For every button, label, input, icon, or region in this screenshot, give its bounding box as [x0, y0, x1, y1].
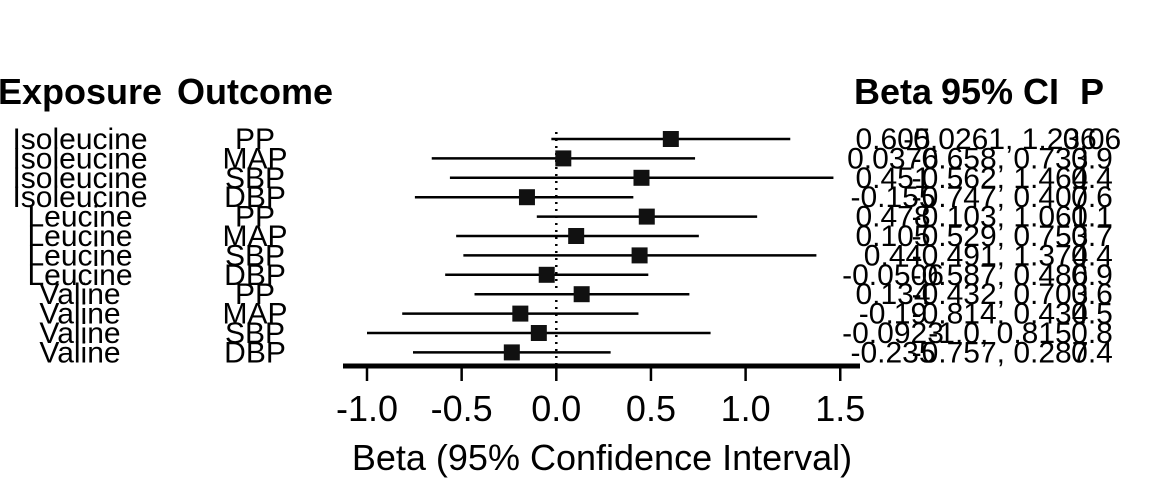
point-estimate — [633, 169, 650, 186]
exposure-label: Leucine — [27, 259, 132, 292]
ci-value: -1.0, 0.815 — [928, 317, 1071, 350]
ci-value: -0.814, 0.434 — [912, 298, 1089, 331]
outcome-label: SBP — [225, 317, 285, 350]
outcome-label: MAP — [222, 220, 287, 253]
point-estimate — [662, 131, 679, 147]
outcome-label: MAP — [222, 298, 287, 331]
header-beta: Beta — [854, 71, 933, 112]
p-value: 0.06 — [1063, 123, 1121, 156]
beta-value: -0.19 — [859, 298, 927, 331]
x-tick-label: 0.0 — [531, 388, 581, 429]
beta-value: 0.0376 — [847, 142, 939, 175]
outcome-label: MAP — [222, 142, 287, 175]
beta-value: 0.134 — [855, 278, 930, 311]
exposure-label: Leucine — [27, 201, 132, 234]
ci-value: -0.0261, 1.236 — [903, 123, 1097, 156]
x-tick-label: 1.0 — [721, 388, 771, 429]
beta-value: 0.478 — [855, 201, 930, 234]
header-exposure: Exposure — [0, 71, 162, 112]
x-axis: -1.0 -0.5 0.0 0.5 1.0 1.5 — [336, 363, 865, 429]
p-value: 0.6 — [1071, 278, 1113, 311]
beta-value: -0.235 — [850, 336, 935, 369]
point-estimate — [555, 150, 572, 167]
p-value: 0.1 — [1071, 201, 1113, 234]
outcome-label: PP — [235, 123, 275, 156]
beta-value: -0.155 — [850, 181, 935, 214]
exposure-label: Valine — [39, 336, 120, 369]
header-p: P — [1080, 71, 1104, 112]
exposure-label: Isoleucine — [12, 162, 147, 195]
ci-value: -0.432, 0.703 — [912, 278, 1089, 311]
exposure-label: Isoleucine — [12, 181, 147, 214]
outcome-label: DBP — [224, 259, 286, 292]
p-value: 0.6 — [1071, 181, 1113, 214]
outcome-label: SBP — [225, 239, 285, 272]
chart-marks — [367, 131, 834, 366]
exposure-label: Leucine — [27, 239, 132, 272]
outcome-label: PP — [235, 278, 275, 311]
ci-value: -0.103, 1.061 — [912, 201, 1089, 234]
ci-value: -0.587, 0.486 — [912, 259, 1089, 292]
ci-value: -0.747, 0.407 — [912, 181, 1089, 214]
p-value: 0.7 — [1071, 220, 1113, 253]
p-value: 0.5 — [1071, 298, 1113, 331]
point-estimate — [518, 189, 535, 206]
beta-value: 0.451 — [855, 162, 930, 195]
exposure-label: Valine — [39, 298, 120, 331]
x-axis-label: Beta (95% Confidence Interval) — [352, 437, 852, 478]
outcome-label: SBP — [225, 162, 285, 195]
exposure-label: Isoleucine — [12, 142, 147, 175]
beta-value: -0.0506 — [842, 259, 944, 292]
ci-value: -0.562, 1.464 — [912, 162, 1089, 195]
beta-value: 0.605 — [855, 123, 930, 156]
beta-value: 0.105 — [855, 220, 930, 253]
exposure-label: Valine — [39, 317, 120, 350]
point-estimate — [631, 247, 648, 264]
p-value: 0.4 — [1071, 162, 1113, 195]
point-estimate — [568, 228, 585, 244]
header-outcome: Outcome — [177, 71, 333, 112]
point-estimate — [512, 305, 529, 322]
outcome-label: DBP — [224, 336, 286, 369]
point-estimate — [530, 325, 547, 341]
p-value: 0.9 — [1071, 259, 1113, 292]
x-tick-label: -1.0 — [336, 388, 398, 429]
p-value: 0.8 — [1071, 317, 1113, 350]
ci-value: -0.491, 1.374 — [912, 239, 1089, 272]
point-estimate — [538, 266, 555, 283]
ci-value: -0.658, 0.733 — [912, 142, 1089, 175]
x-tick-label: -0.5 — [431, 388, 493, 429]
p-value: 0.4 — [1071, 336, 1113, 369]
exposure-label: Valine — [39, 278, 120, 311]
p-value: 0.9 — [1071, 142, 1113, 175]
exposure-label: Isoleucine — [12, 123, 147, 156]
point-estimate — [573, 286, 590, 303]
x-tick-label: 1.5 — [815, 388, 865, 429]
ci-value: -0.757, 0.287 — [912, 336, 1089, 369]
p-value: 0.4 — [1071, 239, 1113, 272]
outcome-label: PP — [235, 201, 275, 234]
ci-value: -0.529, 0.753 — [912, 220, 1089, 253]
point-estimate — [638, 208, 655, 225]
beta-value: -0.0923 — [842, 317, 944, 350]
table-headers: Exposure Outcome Beta 95% CI P — [0, 71, 1104, 112]
x-tick-label: 0.5 — [626, 388, 676, 429]
outcome-label: DBP — [224, 181, 286, 214]
beta-value: 0.44 — [864, 239, 922, 272]
point-estimate — [503, 344, 520, 361]
exposure-label: Leucine — [27, 220, 132, 253]
header-ci: 95% CI — [941, 71, 1059, 112]
